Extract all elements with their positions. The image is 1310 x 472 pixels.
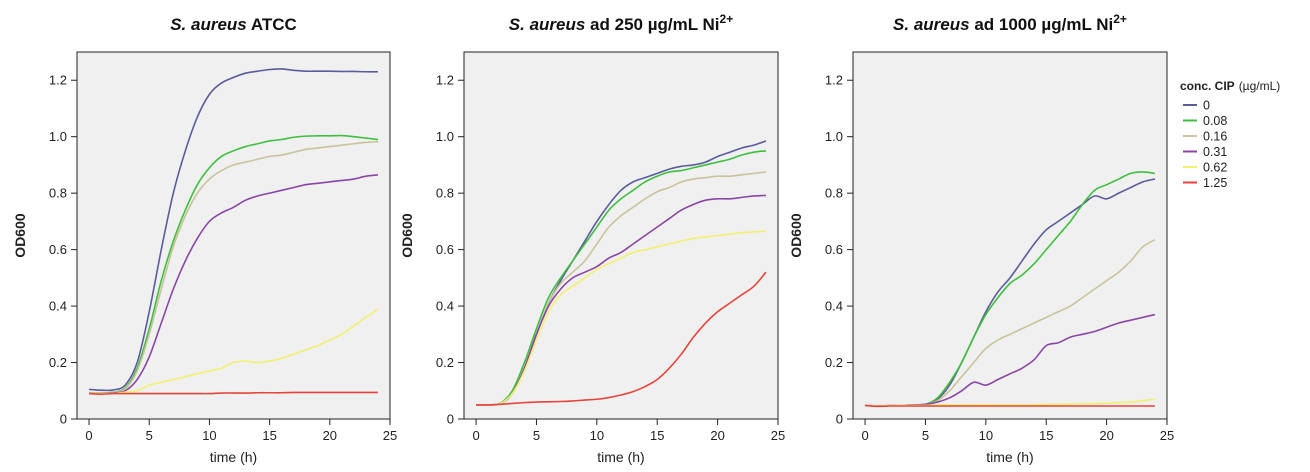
legend-title: conc. CIP (µg/mL) [1180,79,1280,93]
x-tick-label: 15 [1039,428,1053,443]
x-axis-label: time (h) [986,449,1033,465]
chart-title-italic: S. aureus [170,15,247,34]
x-tick-label: 5 [146,428,153,443]
x-axis-label: time (h) [597,449,644,465]
legend-entry-label: 0.62 [1203,161,1227,175]
chart-title-italic: S. aureus [509,15,586,34]
chart-title: S. aureus ad 1000 µg/mL Ni2+ [893,12,1127,34]
x-axis-label: time (h) [210,449,257,465]
y-tick-label: 0.8 [436,186,454,201]
legend-title-unit: (µg/mL) [1239,79,1281,93]
x-tick-label: 10 [979,428,993,443]
x-tick-label: 10 [590,428,604,443]
legend-entry-label: 0 [1203,99,1210,113]
x-tick-label: 15 [262,428,276,443]
series-line-1.25 [865,404,1155,408]
x-tick-label: 25 [771,428,785,443]
chart-title: S. aureus ATCC [170,15,297,34]
y-tick-label: 0 [836,412,843,427]
y-tick-label: 0 [447,412,454,427]
y-tick-label: 1.0 [436,129,454,144]
chart-panel-2: S. aureus ad 250 µg/mL Ni2+ 0 0.2 0.4 0.6 0.8… [399,12,785,465]
series-line-0.62 [476,230,766,406]
y-tick-label: 1.2 [436,73,454,88]
chart-title-superscript: 2+ [720,12,734,26]
y-tick-label: 0.6 [825,242,843,257]
y-tick-label: 0.4 [436,299,454,314]
series-line-0.31 [476,194,766,406]
y-tick-label: 0.4 [49,299,67,314]
legend-entry-label: 0.16 [1203,130,1227,144]
y-tick-label: 0 [60,412,67,427]
series-line-0.08 [89,134,379,394]
chart-panel-1: S. aureus ATCC 0 0.2 0.4 0.6 0.8 1.0 1.2 0 5 10 15 2… [12,15,397,465]
x-tick-label: 15 [650,428,664,443]
series-line-1.25 [88,391,378,395]
x-tick-label: 0 [861,428,868,443]
y-tick-label: 0.6 [436,242,454,257]
y-axis-label: OD600 [12,213,28,258]
y-tick-label: 1.2 [825,73,843,88]
chart-title-text: ATCC [247,15,297,34]
chart-panel-3: S. aureus ad 1000 µg/mL Ni2+ 0 0.2 0.4 0.6 0.… [788,12,1174,465]
series-line-0.62 [89,308,379,395]
chart-title-italic: S. aureus [893,15,970,34]
series-line-0 [88,68,378,392]
x-tick-label: 25 [1160,428,1174,443]
series-line-0.08 [476,150,767,406]
legend-entry-label: 0.08 [1203,114,1227,128]
y-tick-label: 0.2 [436,355,454,370]
y-tick-label: 0.6 [49,242,67,257]
legend-entry-label: 0.31 [1203,145,1227,159]
x-tick-label: 20 [323,428,337,443]
plot-area [463,51,779,420]
chart-title-text: ad 1000 µg/mL Ni [970,15,1114,34]
x-tick-label: 20 [1099,428,1113,443]
chart-title: S. aureus ad 250 µg/mL Ni2+ [509,12,733,34]
y-tick-label: 1.2 [49,73,67,88]
plot-area [852,51,1168,420]
y-axis-label: OD600 [399,213,415,258]
chart-title-superscript: 2+ [1113,12,1127,26]
series-line-0.16 [89,140,378,394]
legend-entry-label: 1.25 [1203,176,1227,190]
x-tick-label: 25 [383,428,397,443]
y-tick-label: 0.2 [825,355,843,370]
x-tick-label: 5 [922,428,929,443]
legend-title-text: conc. CIP [1180,79,1235,93]
y-tick-label: 0.4 [825,299,843,314]
series-line-0.31 [89,174,379,395]
chart-panels: S. aureus ATCC 0 0.2 0.4 0.6 0.8 1.0 1.2 0 5 10 15 2… [12,12,1174,465]
y-tick-label: 0.8 [49,186,67,201]
y-tick-label: 1.0 [825,129,843,144]
x-tick-label: 0 [472,428,479,443]
chart-title-text: ad 250 µg/mL Ni [585,15,719,34]
y-tick-label: 0.2 [49,355,67,370]
y-tick-label: 0.8 [825,186,843,201]
series-line-1.25 [476,271,767,406]
plot-area [76,51,391,420]
y-tick-label: 1.0 [49,129,67,144]
x-tick-label: 0 [85,428,92,443]
x-tick-label: 10 [202,428,216,443]
legend: conc. CIP (µg/mL) 00.08 0.160.31 0.621.25 [1180,79,1280,190]
x-tick-label: 20 [710,428,724,443]
y-axis-label: OD600 [788,213,804,258]
x-tick-label: 5 [533,428,540,443]
